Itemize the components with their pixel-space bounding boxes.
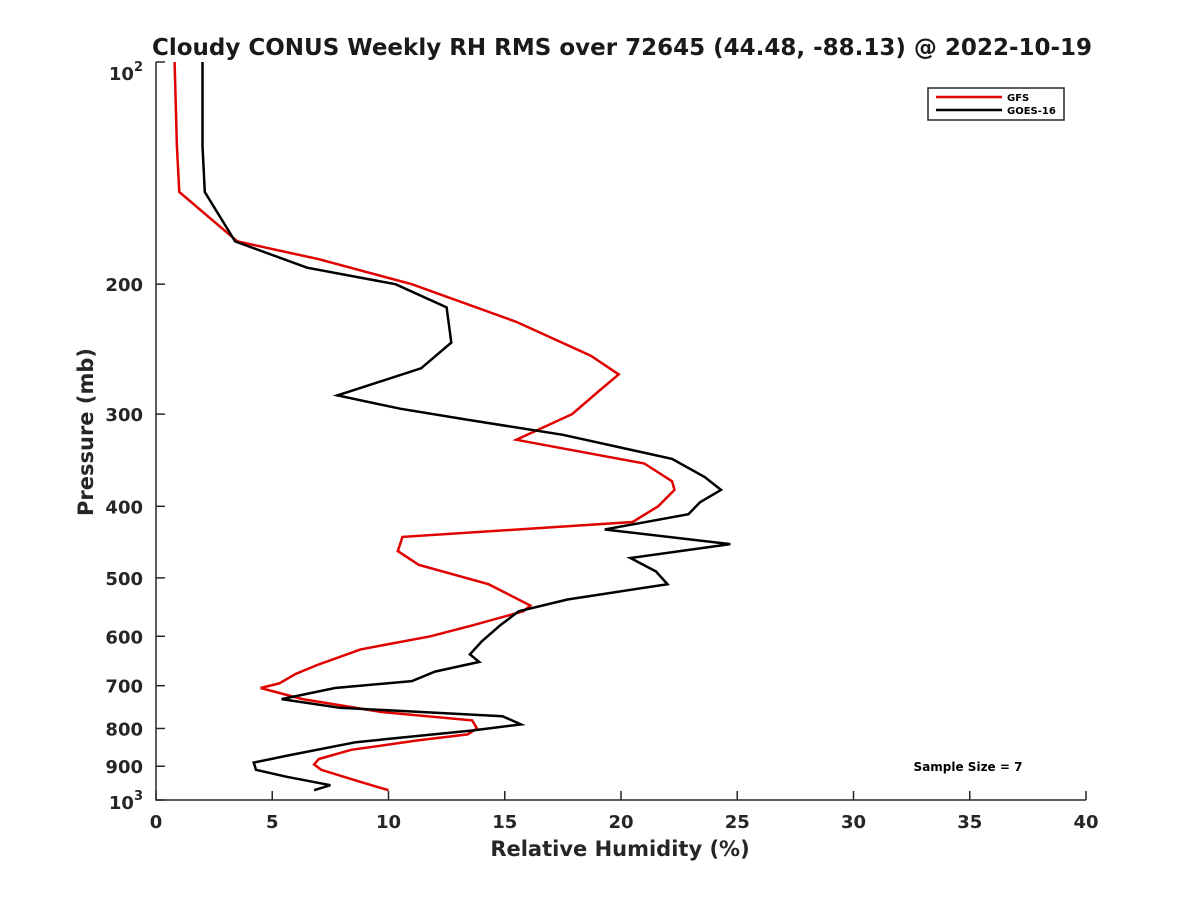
y-tick-label-1000: 103 [109,789,143,814]
x-tick-label: 30 [841,812,866,833]
y-axis-label: Pressure (mb) [74,348,98,516]
y-axis-ticks: 200 300 400 500 600 700 800 900 [105,61,165,801]
legend-box [927,87,1065,121]
y-tick-label: 200 [105,275,143,296]
y-tick-label-100: 102 [109,60,143,85]
x-tick-label: 0 [150,812,163,833]
y-tick-label: 300 [105,405,143,426]
legend-label-goes16: GOES-16 [1007,106,1056,117]
y-tick-label: 400 [105,497,143,518]
y-tick-label: 600 [105,627,143,648]
y-tick-label: 800 [105,719,143,740]
series-line-goes16 [201,62,731,792]
chart-title: Cloudy CONUS Weekly RH RMS over 72645 (4… [152,35,1092,61]
series-line-gfs [173,61,676,792]
y-tick-label: 900 [105,757,143,778]
x-axis-ticks: 0 5 10 15 20 25 30 35 40 [150,791,1099,833]
x-tick-label: 15 [492,812,517,833]
legend-label-gfs: GFS [1007,93,1029,104]
x-tick-label: 5 [266,812,279,833]
sample-size-annotation: Sample Size = 7 [914,760,1023,774]
x-tick-label: 40 [1073,812,1098,833]
x-tick-label: 10 [376,812,401,833]
x-tick-label: 25 [725,812,750,833]
x-tick-label: 35 [957,812,982,833]
x-axis-label: Relative Humidity (%) [490,837,749,861]
legend: GFS GOES-16 [927,87,1065,121]
y-tick-label: 700 [105,677,143,698]
series-group [173,61,731,792]
x-tick-label: 20 [608,812,633,833]
y-tick-label: 500 [105,569,143,590]
